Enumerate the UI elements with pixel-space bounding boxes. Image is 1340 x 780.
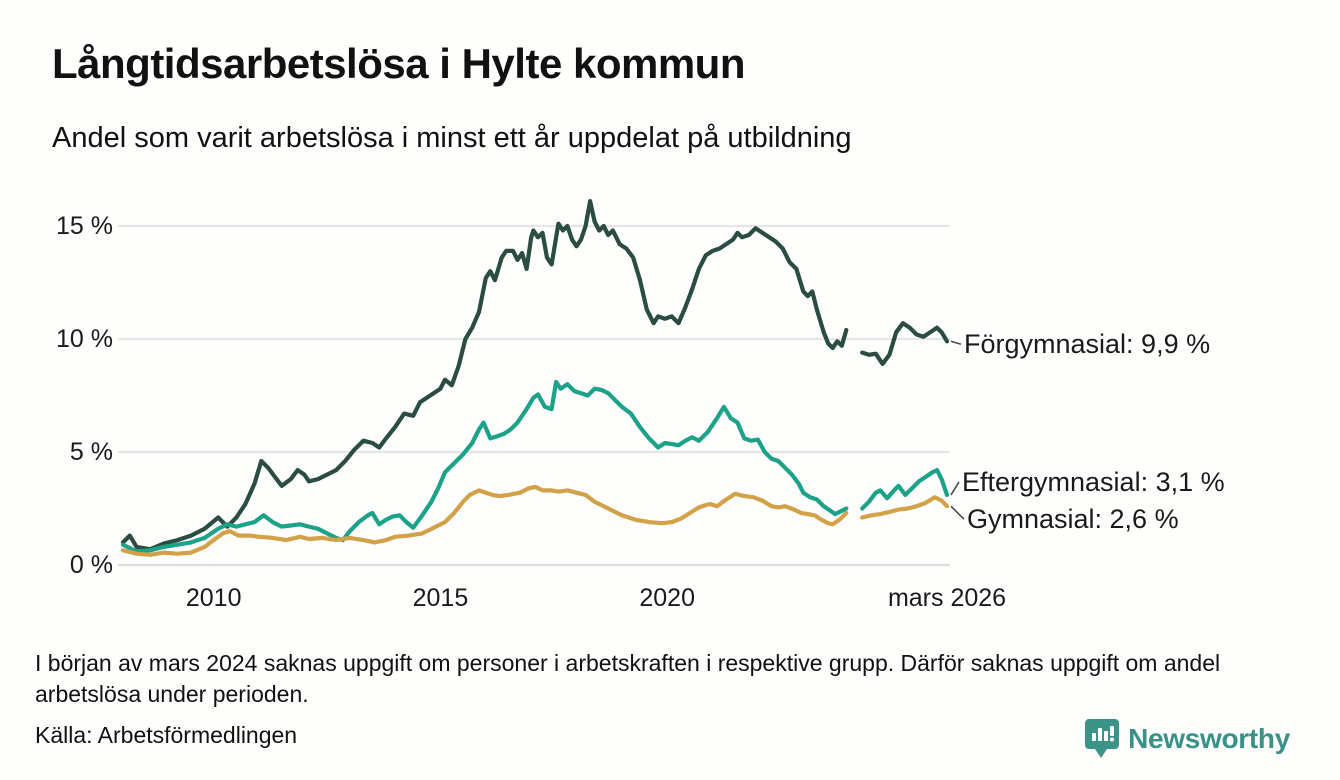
newsworthy-logo: Newsworthy	[1084, 718, 1290, 760]
leader-line	[950, 505, 965, 520]
page-title: Långtidsarbetslösa i Hylte kommun	[52, 40, 746, 87]
x-tick-label: 2020	[639, 584, 695, 612]
x-tick-label: mars 2026	[887, 584, 1007, 612]
source-text: Källa: Arbetsförmedlingen	[35, 722, 298, 748]
chart-subtitle: Andel som varit arbetslösa i minst ett å…	[52, 122, 852, 154]
series-line-förgymnasial	[860, 321, 950, 366]
x-tick-label: 2010	[185, 584, 242, 612]
series-end-label-forgymnasial: Förgymnasial: 9,9 %	[964, 329, 1211, 360]
chart-footnote: I början av mars 2024 saknas uppgift om …	[35, 650, 1221, 707]
y-tick-label: 15 %	[56, 212, 113, 240]
series-end-label-gymnasial: Gymnasial: 2,6 %	[967, 504, 1179, 535]
y-tick-label: 5 %	[69, 438, 113, 466]
newsworthy-wordmark: Newsworthy	[1128, 723, 1290, 754]
series-end-label-eftergymnasial: Eftergymnasial: 3,1 %	[962, 466, 1225, 497]
leader-line	[950, 481, 960, 496]
series-line-förgymnasial	[120, 199, 849, 552]
y-tick-label: 10 %	[56, 325, 113, 353]
newsworthy-pin-icon	[1085, 719, 1120, 758]
series-line-gymnasial	[860, 495, 950, 520]
series-line-eftergymnasial	[860, 468, 950, 511]
y-tick-label: 0 %	[69, 551, 113, 579]
series-line-eftergymnasial	[120, 379, 849, 554]
leader-line	[950, 340, 962, 346]
x-tick-label: 2015	[412, 584, 469, 612]
series-line-gymnasial	[120, 484, 849, 557]
